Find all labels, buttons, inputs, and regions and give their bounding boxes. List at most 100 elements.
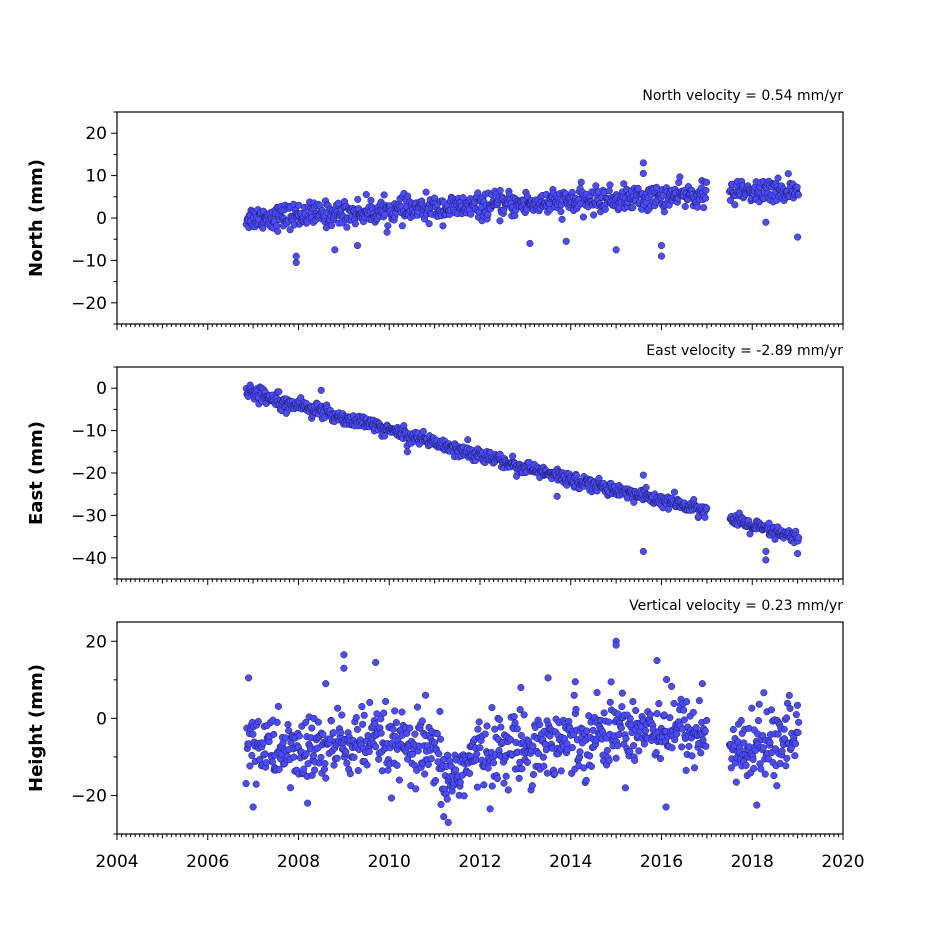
data-point: [771, 745, 779, 753]
data-point: [655, 700, 663, 708]
data-point: [703, 716, 711, 724]
data-point: [362, 190, 370, 199]
data-point: [673, 730, 681, 738]
data-point: [252, 780, 260, 788]
data-point: [529, 771, 538, 779]
data-point: [529, 742, 537, 750]
data-point: [491, 725, 499, 733]
data-point: [702, 178, 711, 186]
data-point: [328, 221, 336, 230]
data-point: [579, 213, 587, 221]
outlier-point: [340, 664, 348, 672]
data-point: [431, 777, 440, 785]
y-tick-label: 0: [96, 209, 107, 229]
data-point: [254, 717, 262, 726]
data-point: [406, 724, 414, 732]
data-point: [371, 720, 379, 728]
data-point: [652, 748, 660, 757]
outlier-point: [639, 169, 647, 178]
data-point: [653, 710, 661, 718]
data-point: [727, 764, 735, 772]
data-point: [606, 698, 614, 706]
data-point: [688, 752, 696, 760]
outlier-point: [322, 680, 330, 688]
data-point: [337, 728, 345, 737]
data-point: [646, 711, 654, 719]
data-point: [354, 767, 362, 775]
data-point: [757, 765, 765, 773]
data-point: [520, 711, 528, 719]
data-point: [493, 775, 501, 783]
east-points: [242, 381, 803, 564]
data-point: [425, 220, 433, 228]
data-point: [629, 204, 637, 212]
data-point: [437, 800, 445, 809]
data-point: [381, 211, 389, 219]
data-point: [516, 705, 524, 714]
data-point: [572, 705, 580, 713]
data-point: [792, 711, 800, 719]
data-point: [515, 774, 523, 782]
data-point: [583, 727, 591, 735]
outlier-point: [657, 252, 666, 260]
data-point: [577, 178, 585, 186]
data-point: [786, 704, 794, 712]
data-point: [793, 701, 802, 709]
data-point: [558, 215, 566, 223]
data-point: [330, 761, 338, 769]
data-point: [436, 735, 445, 743]
outlier-point: [292, 252, 300, 260]
data-point: [363, 761, 371, 769]
data-point: [740, 739, 748, 747]
outlier-point: [544, 674, 552, 682]
outlier-point: [526, 239, 534, 247]
data-point: [606, 181, 614, 189]
data-point: [467, 210, 475, 218]
data-point: [750, 764, 758, 773]
data-point: [496, 186, 504, 195]
data-point: [703, 504, 711, 512]
data-point: [497, 723, 505, 731]
data-point: [641, 727, 650, 735]
data-point: [702, 742, 710, 750]
x-tick-label: 2006: [186, 852, 229, 872]
data-point: [631, 756, 639, 765]
data-point: [536, 721, 544, 729]
outlier-point: [612, 641, 620, 649]
data-point: [391, 707, 399, 715]
outlier-point: [698, 680, 706, 688]
east-velocity-title: East velocity = -2.89 mm/yr: [646, 343, 843, 359]
data-point: [664, 505, 673, 513]
data-point: [381, 432, 389, 440]
data-point: [676, 173, 684, 181]
data-point: [319, 730, 327, 738]
data-point: [389, 725, 397, 733]
data-point: [302, 718, 310, 726]
data-point: [412, 785, 420, 793]
data-point: [424, 760, 432, 769]
data-point: [759, 744, 767, 752]
data-point: [495, 715, 504, 724]
data-point: [774, 174, 782, 182]
data-point: [484, 764, 492, 772]
height-panel: −20 0 20 2004 2006 2008 2010 2012 2014 2016 2018 20…: [26, 598, 865, 872]
data-point: [780, 725, 788, 733]
data-point: [375, 755, 383, 763]
y-tick-label: 0: [96, 709, 107, 729]
data-point: [683, 698, 691, 706]
data-point: [262, 759, 270, 767]
data-point: [343, 759, 351, 767]
outlier-point: [444, 818, 452, 826]
data-point: [783, 754, 791, 762]
outlier-point: [317, 386, 325, 394]
data-point: [510, 712, 518, 721]
x-tick-label: 2008: [277, 852, 320, 872]
data-point: [760, 689, 768, 697]
data-point: [656, 755, 665, 763]
east-ylabel: East (mm): [26, 421, 47, 525]
data-point: [678, 743, 686, 751]
x-tick-label: 2020: [821, 852, 864, 872]
data-point: [761, 770, 769, 778]
outlier-point: [657, 242, 666, 250]
